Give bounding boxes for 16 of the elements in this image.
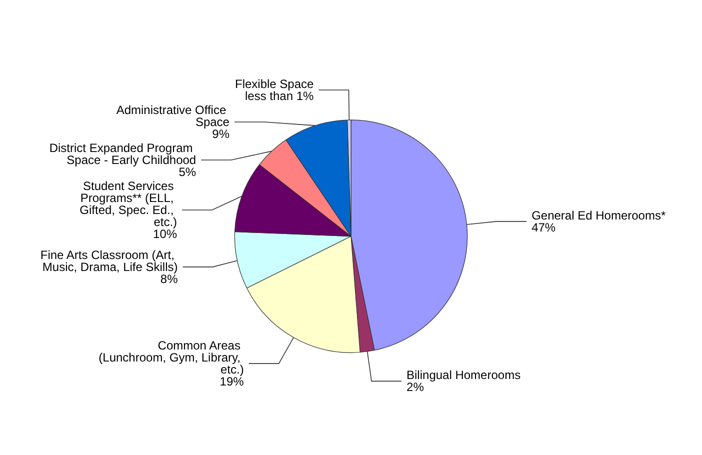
slice-label: Common Areas (Lunchroom, Gym, Library, etc.) bbox=[98, 338, 244, 377]
data-label: 47% bbox=[532, 220, 556, 234]
data-label: 5% bbox=[178, 164, 196, 179]
data-label: 9% bbox=[212, 126, 230, 141]
slice-label: Fine Arts Classroom (Art, Music, Drama, Life Skills) bbox=[40, 248, 178, 274]
slice-label: Student Services Programs** (ELL, Gifted, Spec. Ed., etc.) bbox=[80, 178, 178, 229]
data-label: 8% bbox=[160, 272, 178, 286]
data-label: 10% bbox=[153, 226, 178, 241]
data-label: 2% bbox=[406, 380, 424, 394]
slice-label: Administrative Office Space bbox=[116, 102, 230, 129]
data-label: 19% bbox=[220, 374, 244, 389]
slice-label: General Ed Homerooms* bbox=[532, 208, 666, 222]
slice-label: Bilingual Homerooms bbox=[406, 368, 521, 382]
slice-label: Flexible Space bbox=[234, 76, 314, 91]
data-label: less than 1% bbox=[244, 88, 314, 103]
slice-label: District Expanded Program Space - Early Childhood bbox=[49, 140, 196, 167]
